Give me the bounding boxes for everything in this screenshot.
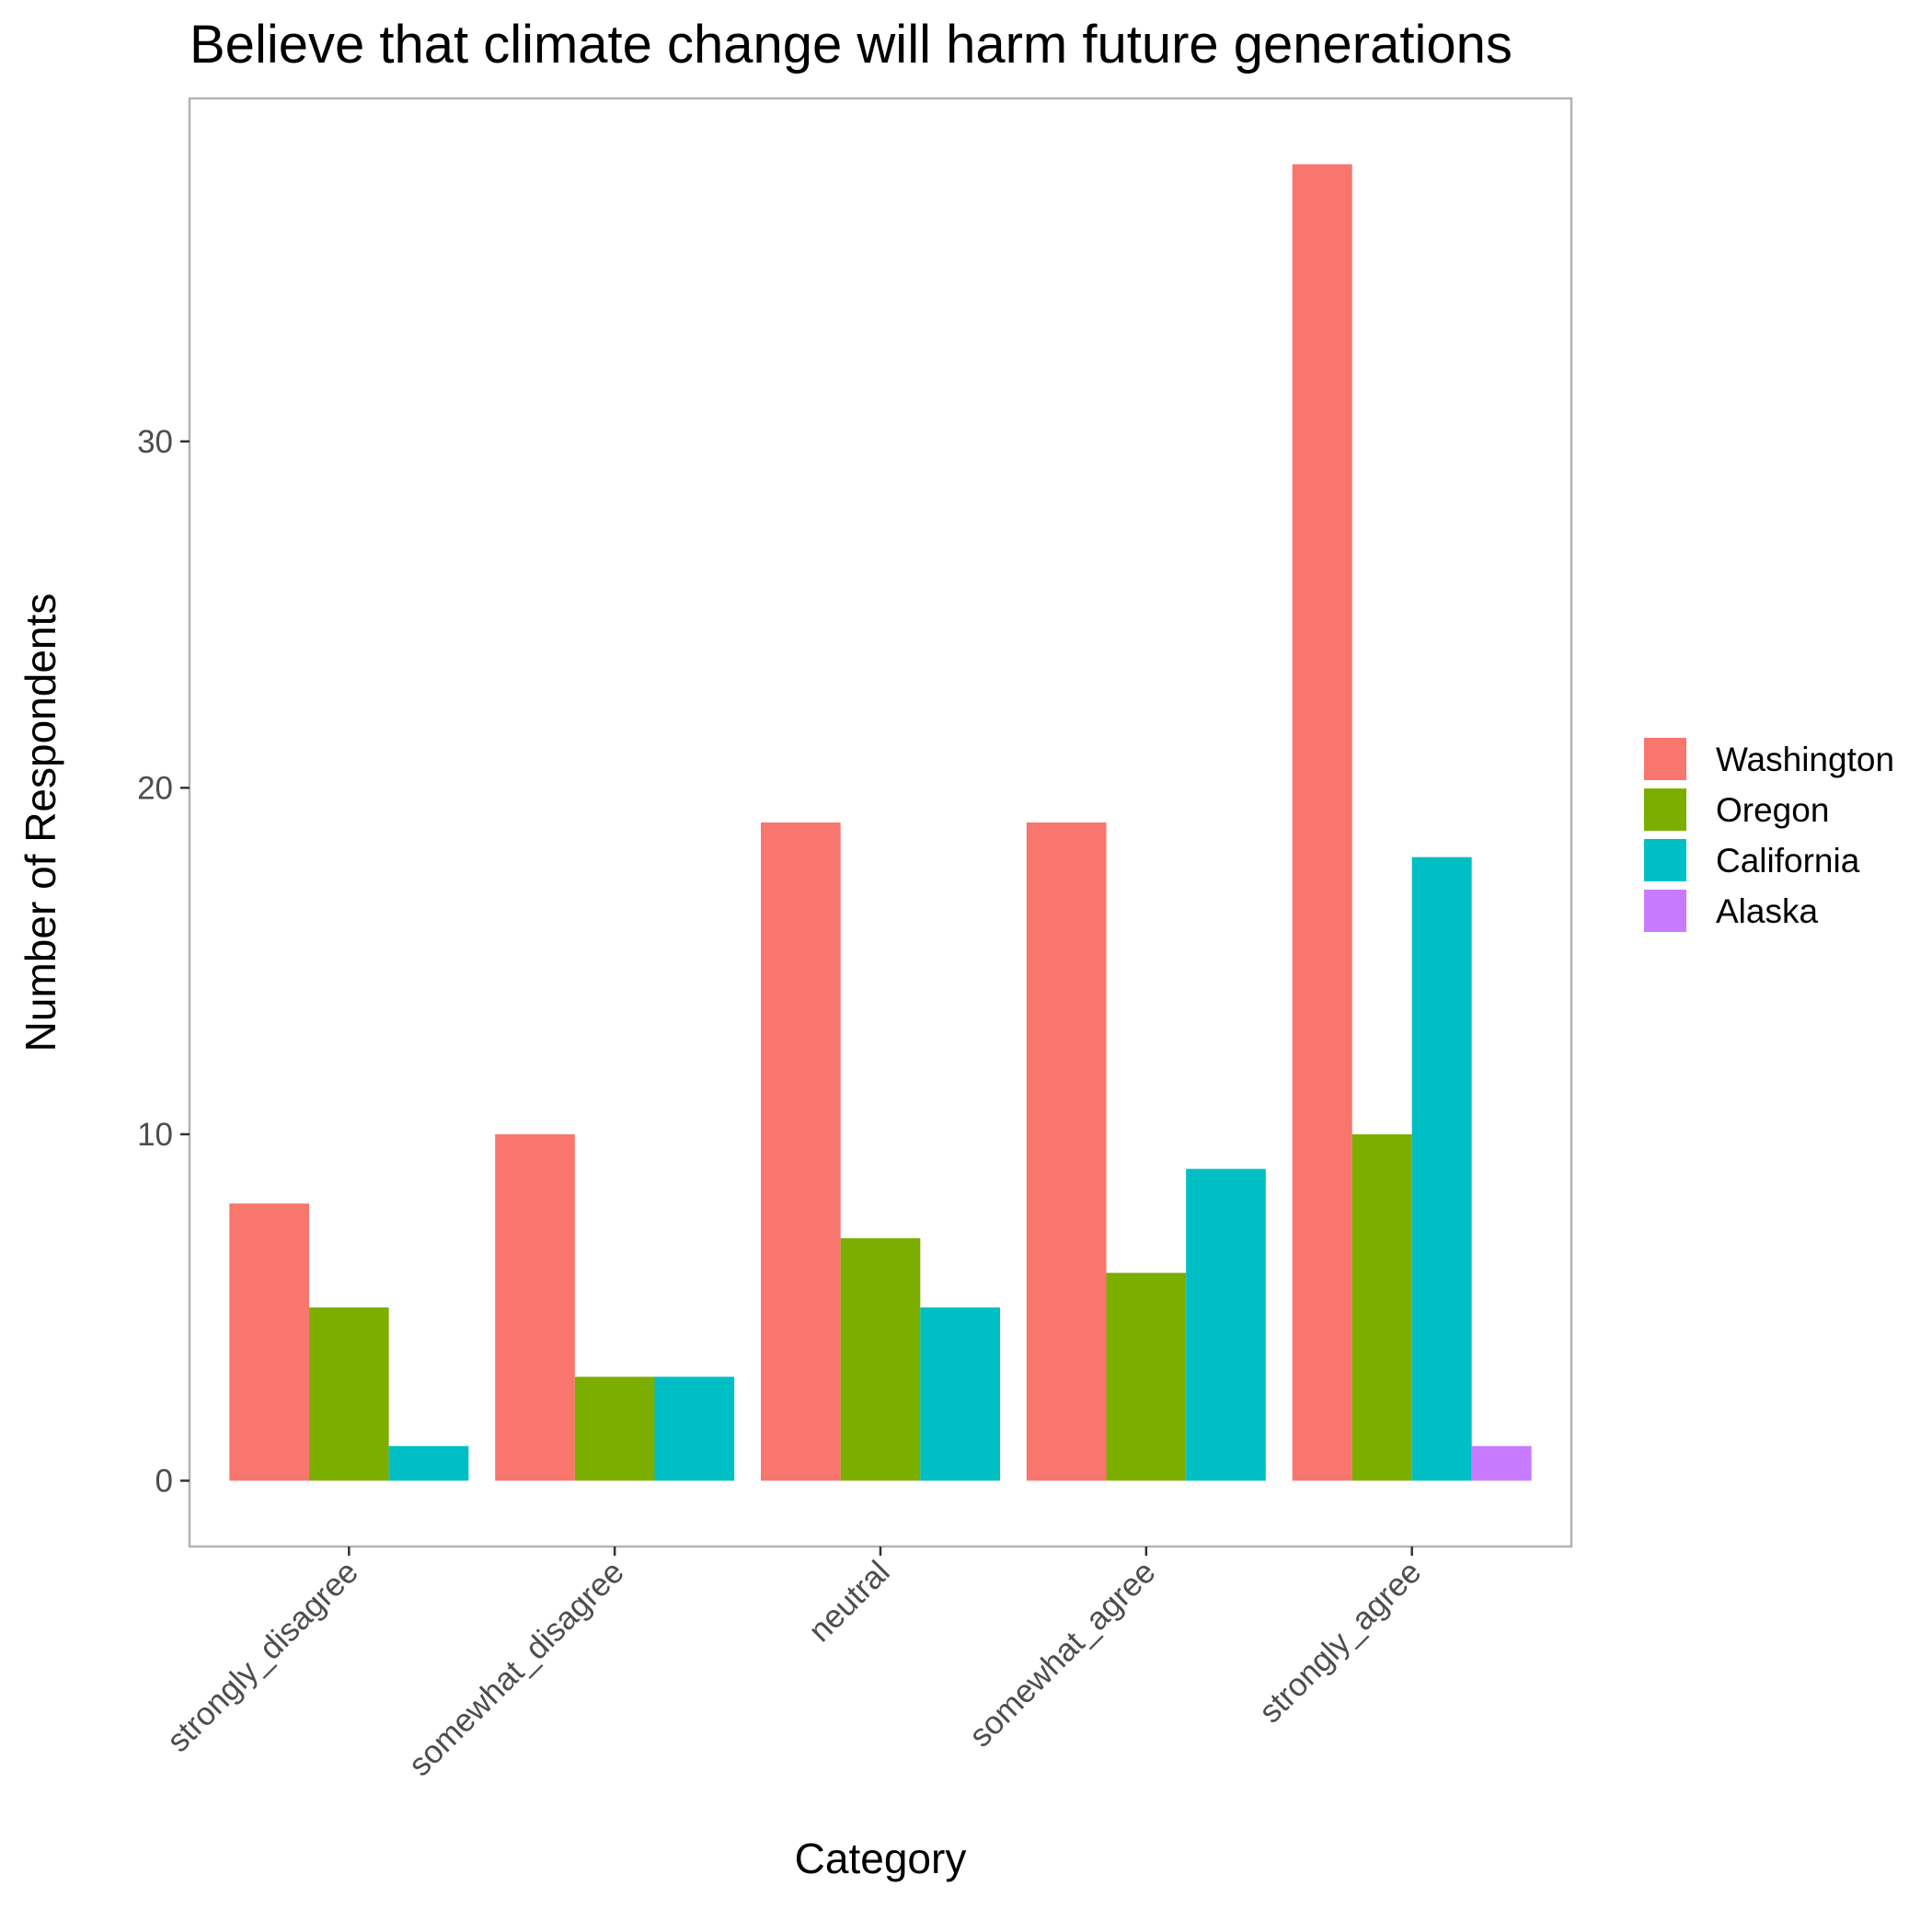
- x-tick-label-strongly-disagree: strongly_disagree: [160, 1554, 365, 1759]
- bar-california-somewhat-agree: [1186, 1168, 1266, 1481]
- chart-title: Believe that climate change will harm fu…: [190, 15, 1512, 75]
- x-tick-label-neutral: neutral: [801, 1554, 896, 1649]
- y-axis-title: Number of Respondents: [17, 593, 64, 1052]
- bar-washington-strongly-agree: [1292, 164, 1352, 1481]
- bar-washington-neutral: [761, 822, 841, 1481]
- bars-group: [229, 164, 1532, 1481]
- bar-alaska-strongly-agree: [1471, 1445, 1532, 1481]
- legend: Washington Oregon California Alaska: [1644, 738, 1894, 932]
- bar-california-strongly-agree: [1411, 857, 1472, 1481]
- bar-washington-strongly-disagree: [229, 1203, 309, 1481]
- legend-label-california: California: [1716, 842, 1860, 880]
- y-axis: 0 10 20 30: [137, 424, 190, 1499]
- bar-oregon-neutral: [840, 1237, 921, 1481]
- x-tick-label-somewhat-agree: somewhat_agree: [962, 1554, 1162, 1754]
- bar-washington-somewhat-agree: [1026, 822, 1107, 1481]
- x-tick-label-strongly-agree: strongly_agree: [1252, 1554, 1428, 1730]
- x-axis: strongly_disagree somewhat_disagree neutra…: [160, 1547, 1428, 1783]
- y-tick-label: 0: [155, 1463, 173, 1499]
- y-tick-label: 10: [137, 1117, 173, 1153]
- legend-key-alaska: [1644, 890, 1686, 932]
- legend-label-alaska: Alaska: [1716, 892, 1818, 930]
- bar-oregon-somewhat-disagree: [574, 1376, 655, 1481]
- legend-key-oregon: [1644, 788, 1686, 831]
- legend-label-washington: Washington: [1716, 741, 1894, 778]
- bar-california-neutral: [920, 1307, 1000, 1481]
- legend-key-california: [1644, 839, 1686, 881]
- legend-label-oregon: Oregon: [1716, 791, 1829, 829]
- bar-oregon-strongly-disagree: [308, 1307, 389, 1481]
- bar-oregon-somewhat-agree: [1106, 1272, 1187, 1481]
- x-tick-label-somewhat-disagree: somewhat_disagree: [402, 1554, 631, 1783]
- bar-washington-somewhat-disagree: [495, 1133, 575, 1481]
- bar-california-somewhat-disagree: [654, 1376, 735, 1481]
- y-tick-label: 30: [137, 424, 173, 460]
- y-tick-label: 20: [137, 770, 173, 806]
- legend-key-washington: [1644, 738, 1686, 780]
- x-axis-title: Category: [795, 1834, 967, 1882]
- bar-oregon-strongly-agree: [1351, 1133, 1412, 1481]
- bar-california-strongly-disagree: [388, 1445, 469, 1481]
